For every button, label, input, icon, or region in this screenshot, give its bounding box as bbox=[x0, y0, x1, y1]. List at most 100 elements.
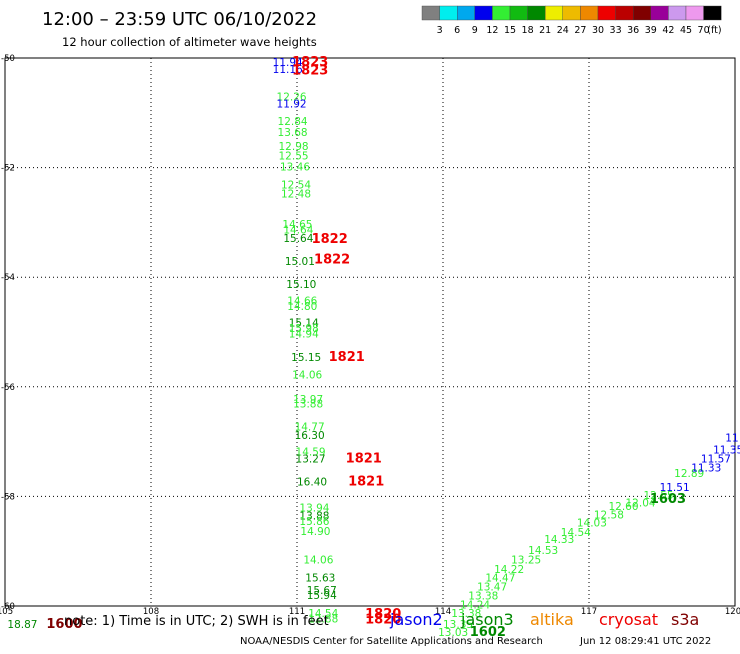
time-label: 1602 bbox=[470, 625, 506, 640]
wave-height-label: 15.01 bbox=[285, 256, 315, 268]
wave-height-label: 12.84 bbox=[278, 116, 308, 128]
wave-height-label: 13.25 bbox=[511, 554, 541, 566]
wave-height-label: 11.35 bbox=[713, 445, 740, 457]
wave-height-label: 14.65 bbox=[282, 219, 312, 231]
plot-frame bbox=[4, 57, 736, 607]
color-scale-tick-label: 45 bbox=[680, 25, 692, 36]
wave-height-label: 12.55 bbox=[644, 490, 674, 502]
satellite-legend-altika: altika bbox=[530, 610, 574, 629]
wave-height-label: 14.33 bbox=[544, 534, 574, 546]
wave-height-label: 12.58 bbox=[594, 509, 624, 521]
color-scale-tick-label: 18 bbox=[522, 25, 534, 36]
wave-height-label: 14.03 bbox=[577, 518, 607, 530]
x-tick-label: 108 bbox=[143, 607, 159, 617]
satellite-legend: jason2 jason3 altika cryosat s3a bbox=[389, 610, 699, 629]
time-label: 1603 bbox=[650, 492, 686, 507]
color-swatch bbox=[509, 5, 528, 21]
x-tick-label: 105 bbox=[0, 607, 13, 617]
wave-height-label: 11.57 bbox=[701, 453, 731, 465]
x-tick-label: 111 bbox=[289, 607, 305, 617]
color-scale-tick-label: 15 bbox=[504, 25, 516, 36]
color-scale-legend: 3 6 9 12 15 18 21 24 27 30 33 36 39 42 45 70(ft) bbox=[421, 5, 722, 36]
wave-height-label: 11.16 bbox=[273, 64, 303, 76]
wave-height-label: 15.10 bbox=[286, 279, 316, 291]
time-label: 1820 bbox=[365, 607, 401, 622]
wave-height-label: 11.92 bbox=[277, 98, 307, 110]
wave-height-label: 11.94 bbox=[273, 57, 303, 69]
time-label: 1822 bbox=[312, 232, 348, 247]
color-swatch bbox=[439, 5, 458, 21]
color-swatch bbox=[580, 5, 599, 21]
wave-height-label: 14.90 bbox=[300, 526, 330, 538]
wave-height-label: 15.15 bbox=[291, 352, 321, 364]
footer-credit: NOAA/NESDIS Center for Satellite Applica… bbox=[240, 636, 543, 647]
wave-height-label: 14.06 bbox=[303, 554, 333, 566]
satellite-legend-s3a: s3a bbox=[671, 610, 699, 629]
color-swatch bbox=[668, 5, 687, 21]
wave-height-label: 12.55 bbox=[279, 150, 309, 162]
wave-height-label: 18.87 bbox=[7, 619, 37, 631]
color-scale-tick-label: 70 bbox=[698, 25, 710, 36]
color-swatch bbox=[615, 5, 634, 21]
wave-height-label: 15.14 bbox=[289, 318, 319, 330]
wave-height-label: 14.66 bbox=[287, 296, 317, 308]
wave-height-label: 15.94 bbox=[307, 590, 337, 602]
color-scale-tick-label: 33 bbox=[610, 25, 622, 36]
plot-area: 105 108 111 114 117 120 -50 -52 -54 -56 -58 -60 11… bbox=[0, 54, 740, 640]
wave-height-label: 14.64 bbox=[283, 224, 313, 236]
wave-height-label: 13.38 bbox=[451, 608, 481, 620]
color-swatch bbox=[474, 5, 493, 21]
wave-height-label: 13.27 bbox=[296, 453, 326, 465]
footer-note: note: 1) Time is in UTC; 2) SWH is in fe… bbox=[64, 614, 329, 629]
time-label: 1820 bbox=[365, 613, 401, 628]
wave-height-label: 13.47 bbox=[477, 582, 507, 594]
color-scale-tick-label: 36 bbox=[627, 25, 639, 36]
time-label: 1821 bbox=[348, 474, 384, 489]
wave-height-label: 13.38 bbox=[468, 590, 498, 602]
time-label: 1821 bbox=[329, 350, 365, 365]
color-scale-tick-label: 21 bbox=[539, 25, 551, 36]
wave-height-label: 14.06 bbox=[292, 370, 322, 382]
color-scale-tick-label: 3 bbox=[437, 25, 443, 36]
satellite-legend-cryosat: cryosat bbox=[599, 610, 658, 629]
wave-height-label: 13.94 bbox=[299, 503, 329, 515]
y-tick-label: -54 bbox=[1, 273, 15, 283]
wave-height-label: 15.64 bbox=[283, 233, 313, 245]
wave-height-label: 16.40 bbox=[297, 476, 327, 488]
wave-height-label: 13.88 bbox=[299, 510, 329, 522]
color-swatch bbox=[457, 5, 476, 21]
wave-height-labels: 11.9411.1612.2611.9212.8413.6812.9812.55… bbox=[7, 57, 740, 639]
wave-height-label: 13.35 bbox=[443, 619, 473, 631]
color-swatch bbox=[597, 5, 616, 21]
wave-height-label: 14.59 bbox=[296, 446, 326, 458]
color-swatch bbox=[421, 5, 440, 21]
footer-timestamp: Jun 12 08:29:41 UTC 2022 bbox=[579, 636, 711, 647]
color-scale-tick-label: 9 bbox=[472, 25, 478, 36]
y-tick-label: -52 bbox=[1, 164, 15, 174]
color-swatch bbox=[703, 5, 722, 21]
time-label: 1823 bbox=[292, 55, 328, 70]
y-tick-label: -58 bbox=[1, 492, 15, 502]
wave-height-label: 11.33 bbox=[691, 463, 721, 475]
color-swatch bbox=[492, 5, 511, 21]
color-scale-tick-label: 12 bbox=[486, 25, 498, 36]
wave-height-label: 15.67 bbox=[307, 585, 337, 597]
wave-height-label: 12.60 bbox=[608, 501, 638, 513]
wave-height-label: 13.46 bbox=[280, 161, 310, 173]
wave-height-label: 13.88 bbox=[293, 399, 323, 411]
time-label: 1600 bbox=[46, 617, 82, 632]
wave-height-label: 12.54 bbox=[281, 179, 311, 191]
x-tick-label: 117 bbox=[581, 607, 597, 617]
wave-height-label: 15.98 bbox=[289, 323, 319, 335]
chart-title: 12:00 – 23:59 UTC 06/10/2022 bbox=[42, 9, 317, 30]
wave-height-label: 12.48 bbox=[281, 189, 311, 201]
time-label: 1823 bbox=[292, 63, 328, 78]
wave-height-label: 14.94 bbox=[289, 328, 319, 340]
y-tick-labels: -50 -52 -54 -56 -58 -60 bbox=[1, 54, 15, 612]
wave-height-label: 16.30 bbox=[295, 430, 325, 442]
chart-subtitle: 12 hour collection of altimeter wave hei… bbox=[62, 35, 317, 49]
time-label: 1821 bbox=[346, 451, 382, 466]
